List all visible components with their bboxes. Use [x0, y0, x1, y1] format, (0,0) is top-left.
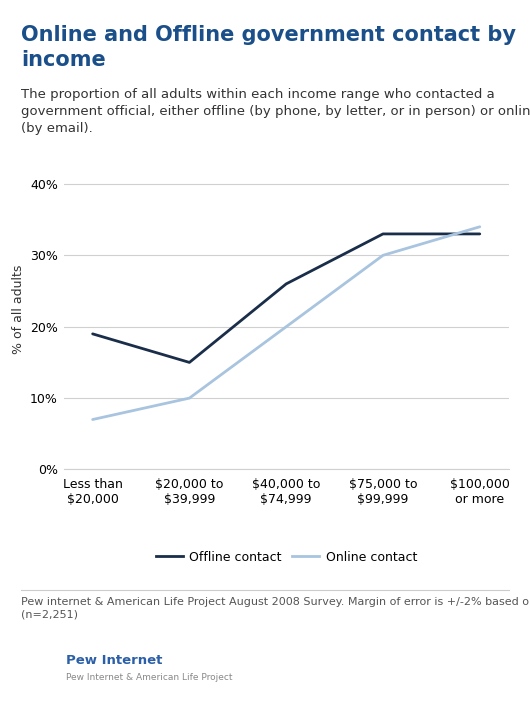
Text: The proportion of all adults within each income range who contacted a
government: The proportion of all adults within each…	[21, 88, 530, 136]
Text: Pew Internet & American Life Project: Pew Internet & American Life Project	[66, 674, 233, 682]
Text: Pew Internet: Pew Internet	[66, 654, 163, 666]
Text: |: |	[37, 670, 40, 681]
Y-axis label: % of all adults: % of all adults	[12, 264, 24, 354]
Text: Pew internet & American Life Project August 2008 Survey. Margin of error is +/-2: Pew internet & American Life Project Aug…	[21, 597, 530, 620]
Text: Online and Offline government contact by
income: Online and Offline government contact by…	[21, 25, 516, 69]
Text: P: P	[33, 653, 44, 667]
Legend: Offline contact, Online contact: Offline contact, Online contact	[151, 546, 422, 570]
